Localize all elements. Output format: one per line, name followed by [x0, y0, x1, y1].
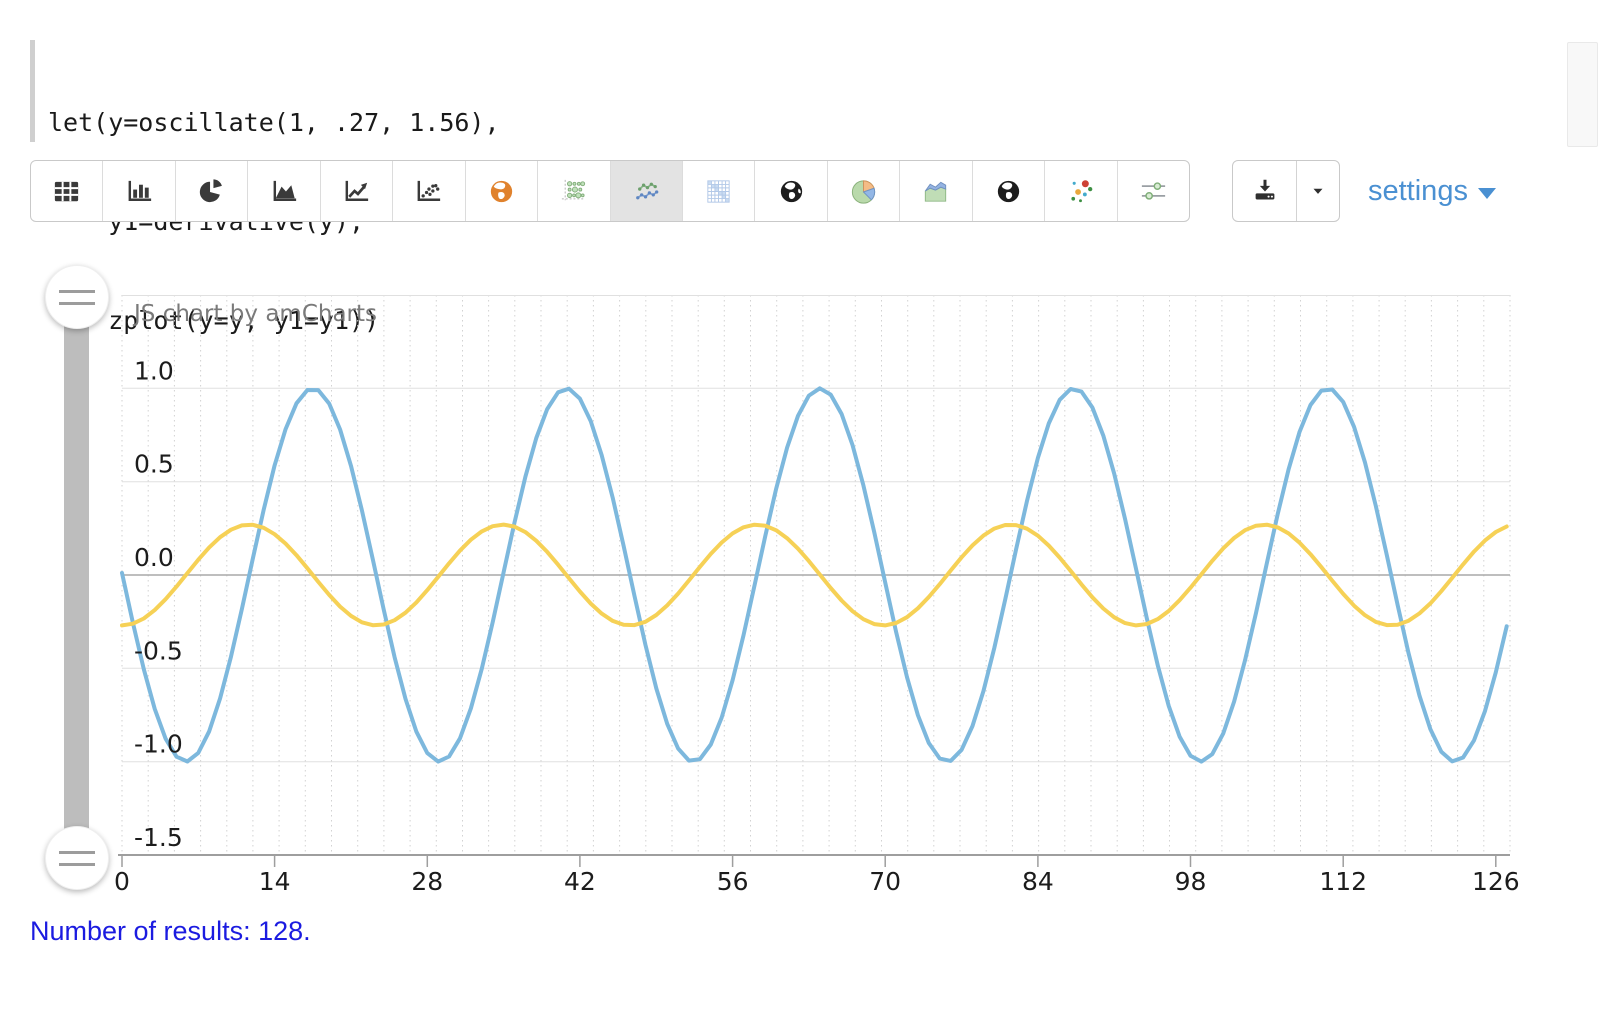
globe-dark-2-icon — [993, 176, 1024, 207]
toolbar-scatter-chart-button[interactable] — [393, 161, 466, 221]
bar-chart-icon — [124, 176, 155, 207]
toolbar-globe-dark-button[interactable] — [755, 161, 828, 221]
area-pastel-icon — [920, 176, 951, 207]
drag-handle-icon — [59, 850, 95, 866]
toolbar-pie-chart-button[interactable] — [176, 161, 249, 221]
slider-controls-icon — [1138, 176, 1169, 207]
series-y1-line — [120, 522, 1509, 628]
toolbar-area-pastel-button[interactable] — [900, 161, 973, 221]
table-chart-icon — [51, 176, 82, 207]
code-line[interactable]: let(y=oscillate(1, .27, 1.56), — [48, 108, 500, 137]
y-tick-label: -0.5 — [134, 636, 183, 665]
toolbar-globe-dark-2-button[interactable] — [973, 161, 1046, 221]
x-tick-label: 126 — [1472, 867, 1520, 896]
value-axis-zoom-handle-bottom[interactable] — [45, 826, 109, 890]
caret-down-icon — [1309, 182, 1327, 200]
download-icon — [1250, 176, 1280, 206]
toolbar-area-chart-button[interactable] — [248, 161, 321, 221]
x-tick-label: 14 — [259, 867, 291, 896]
y-tick-label: 1.0 — [134, 356, 174, 385]
value-axis-zoom-handle-top[interactable] — [45, 265, 109, 329]
area-chart-icon — [269, 176, 300, 207]
download-options-button[interactable] — [1297, 161, 1339, 221]
toolbar-matrix-chart-button[interactable] — [683, 161, 756, 221]
x-tick-label: 56 — [717, 867, 749, 896]
toolbar-zplot-line-chart-button[interactable] — [610, 161, 683, 221]
scrollbar[interactable] — [1567, 42, 1598, 147]
code-block-gutter — [30, 40, 35, 142]
y-tick-label: 0.0 — [134, 543, 174, 572]
matrix-chart-icon — [703, 176, 734, 207]
toolbar-globe-orange-button[interactable] — [466, 161, 539, 221]
y-tick-label: 0.5 — [134, 450, 174, 479]
value-axis-zoom-track[interactable] — [64, 297, 89, 859]
x-tick-label: 70 — [869, 867, 901, 896]
globe-orange-icon — [486, 176, 517, 207]
toolbar-table-chart-button[interactable] — [31, 161, 104, 221]
line-chart-plot[interactable]: 0 14 28 42 56 70 84 98 112 126 1.0 0.5 0.0 -0.5 -1.0 -1… — [114, 295, 1520, 896]
x-tick-label: 42 — [564, 867, 596, 896]
caret-down-icon — [1477, 187, 1496, 199]
pie-pastel-icon — [848, 176, 879, 207]
x-tick-label: 112 — [1319, 867, 1367, 896]
y-tick-label: -1.0 — [134, 730, 183, 759]
x-tick-label: 84 — [1022, 867, 1054, 896]
settings-label: settings — [1368, 174, 1468, 207]
drag-handle-icon — [59, 289, 95, 305]
toolbar-slider-controls-button[interactable] — [1118, 161, 1189, 221]
settings-dropdown[interactable]: settings — [1368, 160, 1496, 222]
toolbar-line-chart-button[interactable] — [321, 161, 394, 221]
toolbar-bubble-chart-button[interactable] — [538, 161, 611, 221]
download-split-button — [1232, 160, 1340, 222]
x-tick-label: 98 — [1175, 867, 1207, 896]
zplot-line-chart-icon — [631, 176, 662, 207]
code-line[interactable]: zplot(y=y, y1=y1)) — [48, 306, 380, 335]
chart-type-toolbar — [30, 160, 1190, 222]
x-tick-label: 0 — [114, 867, 130, 896]
toolbar-scatter-color-button[interactable] — [1045, 161, 1118, 221]
scatter-chart-icon — [413, 176, 444, 207]
scatter-color-icon — [1065, 176, 1096, 207]
chart-title: JS chart by amCharts — [132, 301, 377, 327]
download-button[interactable] — [1233, 161, 1297, 221]
pie-chart-icon — [196, 176, 227, 207]
toolbar-bar-chart-button[interactable] — [103, 161, 176, 221]
line-chart-icon — [341, 176, 372, 207]
y-tick-label: -1.5 — [134, 823, 183, 852]
results-count-text: Number of results: 128. — [30, 916, 311, 946]
globe-dark-icon — [776, 176, 807, 207]
bubble-chart-icon — [558, 176, 589, 207]
series-y-line — [120, 386, 1509, 764]
toolbar-pie-pastel-button[interactable] — [828, 161, 901, 221]
x-tick-label: 28 — [411, 867, 443, 896]
